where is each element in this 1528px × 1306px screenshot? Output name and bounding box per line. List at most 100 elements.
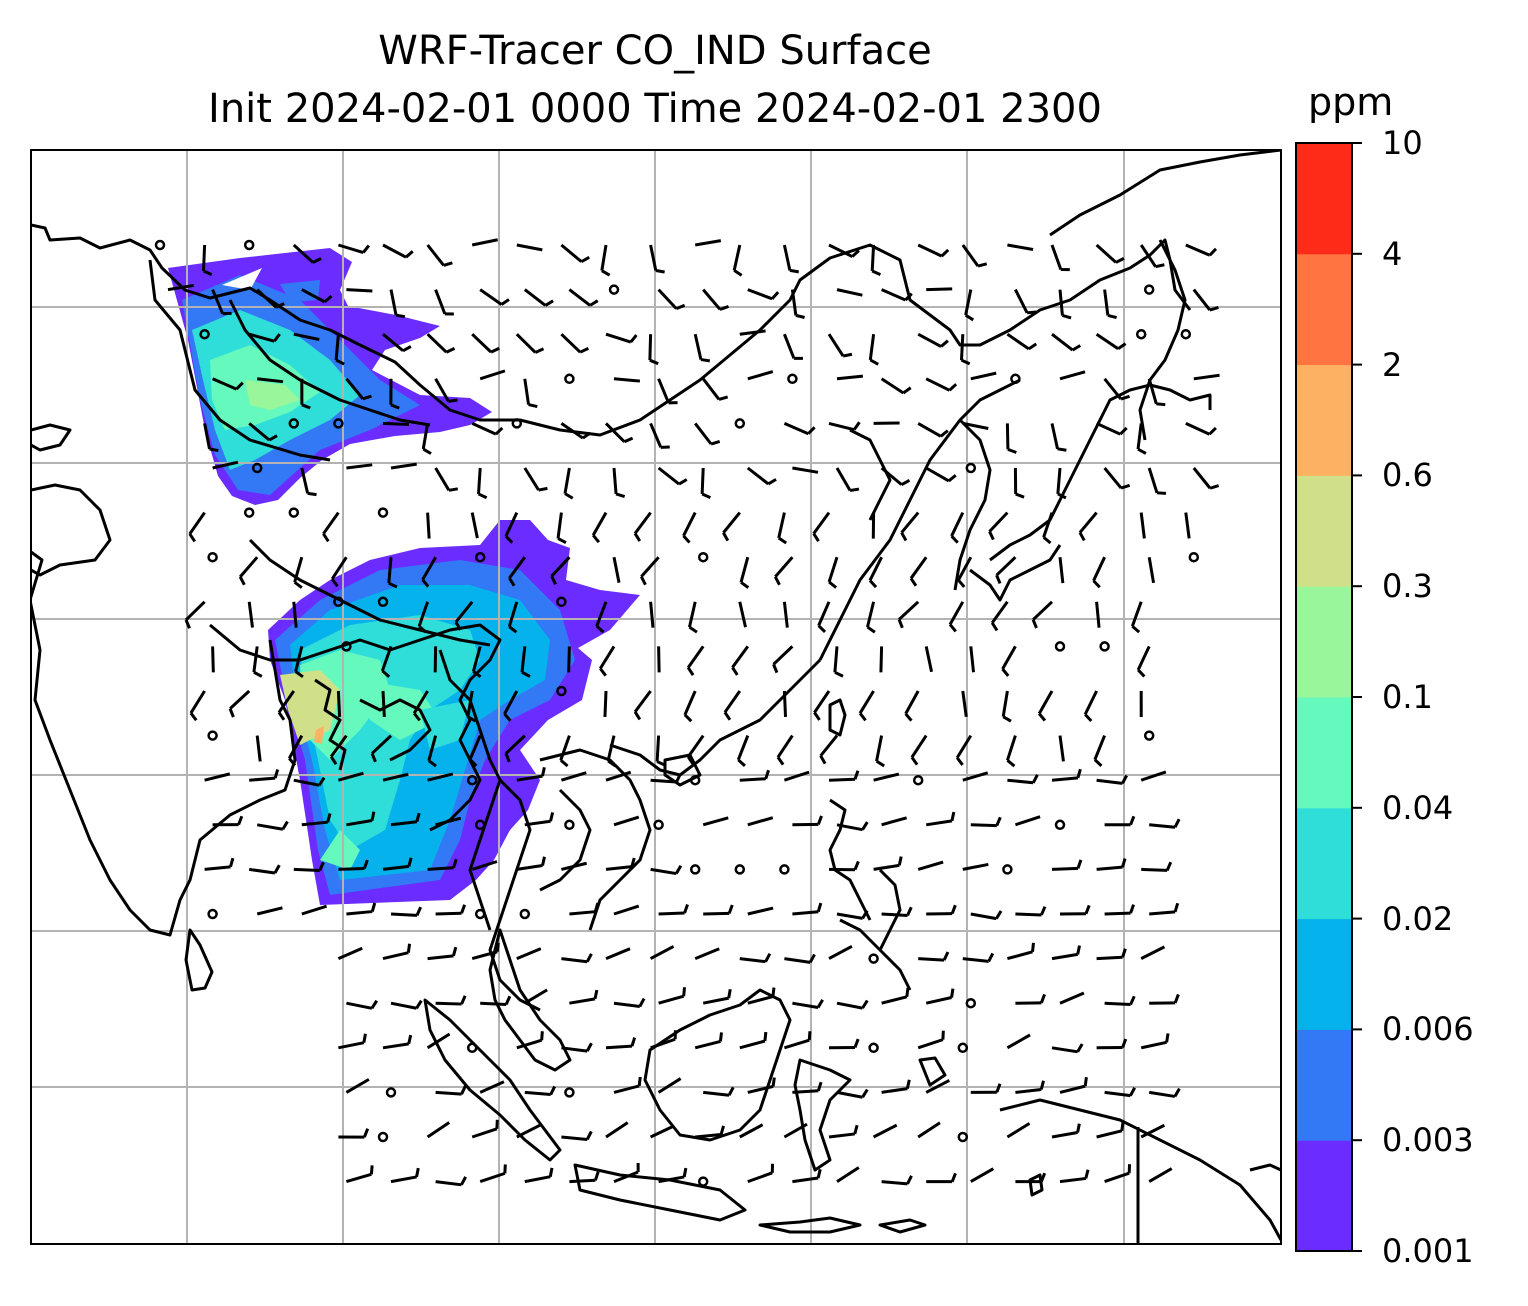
wind-barb — [792, 815, 823, 827]
wind-barb — [924, 646, 934, 673]
wind-barb — [1014, 288, 1037, 315]
wind-barb — [970, 910, 1003, 921]
wind-barb — [338, 1033, 367, 1050]
wind-barb — [1136, 645, 1151, 678]
wind-barb — [870, 244, 882, 277]
wind-barb — [421, 423, 432, 455]
wind-barb — [1007, 774, 1039, 785]
wind-barb — [599, 645, 616, 677]
wind-barb — [292, 243, 322, 264]
wind-barb — [736, 735, 750, 768]
wind-barb — [739, 769, 770, 782]
wind-barb — [426, 333, 456, 354]
wind-barb — [926, 904, 957, 916]
wind-barb — [658, 903, 689, 916]
wind-barb — [702, 377, 729, 401]
wind-barb — [380, 645, 393, 678]
wind-barb — [471, 860, 498, 871]
calm-wind-marker — [207, 551, 218, 563]
wind-barb — [747, 816, 774, 827]
calm-wind-marker — [154, 239, 166, 251]
wind-barb — [329, 734, 348, 766]
wind-barb — [345, 1078, 370, 1094]
wind-barb — [833, 646, 844, 678]
wind-barb — [300, 378, 311, 410]
calm-wind-marker — [965, 997, 977, 1009]
wind-barb — [435, 995, 467, 1006]
wind-barb — [970, 371, 997, 381]
wind-barb — [605, 770, 632, 782]
wind-barb — [204, 772, 231, 782]
wind-barb — [390, 812, 421, 827]
calm-wind-marker — [868, 1042, 879, 1054]
wind-barb — [962, 952, 995, 963]
wind-barb — [1096, 1121, 1125, 1139]
calm-wind-marker — [519, 908, 531, 920]
calm-wind-marker — [251, 462, 263, 474]
wind-barb — [731, 645, 750, 676]
wind-barb — [739, 1123, 764, 1139]
wind-barb — [739, 953, 772, 964]
wind-barb — [334, 334, 345, 366]
wind-barb — [880, 466, 911, 486]
wind-barb — [560, 771, 587, 782]
calm-wind-marker — [466, 774, 478, 786]
wind-barb — [961, 690, 968, 717]
wind-barb — [427, 735, 438, 768]
wind-barb — [390, 1167, 420, 1184]
calm-wind-marker — [511, 418, 523, 429]
wind-barb — [247, 601, 254, 628]
wind-barb — [828, 1038, 860, 1050]
wind-barb — [1193, 373, 1220, 381]
calm-wind-marker — [1002, 864, 1013, 875]
wind-barb — [897, 600, 920, 629]
wind-barb — [346, 288, 373, 293]
wind-barb — [880, 377, 912, 395]
wind-barb — [792, 999, 824, 1010]
wind-barb — [747, 288, 780, 301]
wind-barb — [613, 1076, 642, 1094]
calm-wind-marker — [1143, 730, 1155, 741]
wind-barb — [605, 1037, 637, 1050]
wind-barb — [1104, 995, 1136, 1007]
wind-barb — [605, 857, 636, 871]
wind-barb — [346, 999, 379, 1010]
wind-barb — [880, 288, 913, 302]
wind-barb — [1096, 948, 1127, 961]
wind-barb — [569, 1171, 600, 1184]
wind-barb — [703, 904, 734, 916]
calm-wind-marker — [697, 551, 709, 563]
wind-barb — [277, 690, 296, 721]
wind-barb — [479, 369, 506, 381]
wind-barb — [657, 288, 686, 311]
wind-barb — [287, 734, 304, 767]
wind-barb — [563, 467, 574, 500]
wind-barb — [1148, 1167, 1173, 1183]
wind-barb — [337, 243, 371, 255]
wind-barb — [747, 1163, 775, 1184]
wind-barb — [212, 377, 244, 391]
wind-barb — [471, 238, 498, 247]
wind-barb — [468, 735, 482, 767]
wind-barb — [524, 1167, 554, 1184]
wind-barb — [961, 244, 988, 268]
wind-barb — [560, 422, 592, 440]
wind-barb — [561, 953, 593, 964]
wind-barb — [516, 1123, 541, 1139]
wind-barb — [783, 1031, 812, 1050]
wind-barb — [605, 332, 638, 344]
wind-barb — [523, 467, 548, 492]
wind-barb — [1095, 332, 1127, 351]
wind-barb — [955, 734, 973, 766]
wind-barb — [212, 460, 239, 470]
calm-wind-marker — [912, 774, 924, 786]
wind-barb — [293, 556, 304, 589]
calm-wind-marker — [474, 819, 486, 831]
wind-barb — [964, 289, 975, 322]
wind-barb — [649, 601, 655, 628]
wind-barb — [426, 512, 431, 539]
wind-barb — [969, 646, 976, 673]
map-title: WRF-Tracer CO_IND Surface — [378, 28, 932, 74]
calm-wind-marker — [333, 418, 344, 429]
wind-barb — [338, 859, 369, 871]
